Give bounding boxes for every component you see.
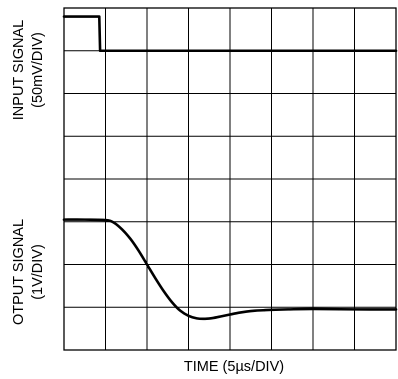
output-axis-label-line2: (1V/DIV) (30, 244, 46, 300)
input-signal-trace (62, 15, 398, 53)
input-axis-label-line1: INPUT SIGNAL (11, 20, 27, 120)
output-signal-trace (62, 218, 398, 321)
input-axis-label-line2: (50mV/DIV) (30, 32, 46, 108)
output-axis-label: OTPUT SIGNAL (1V/DIV) (11, 219, 46, 325)
x-axis-label: TIME (5µs/DIV) (184, 359, 284, 375)
graticule (64, 8, 396, 350)
output-axis-label-line1: OTPUT SIGNAL (11, 219, 27, 325)
input-axis-label: INPUT SIGNAL (50mV/DIV) (11, 20, 46, 120)
plot-frame (63, 7, 397, 351)
